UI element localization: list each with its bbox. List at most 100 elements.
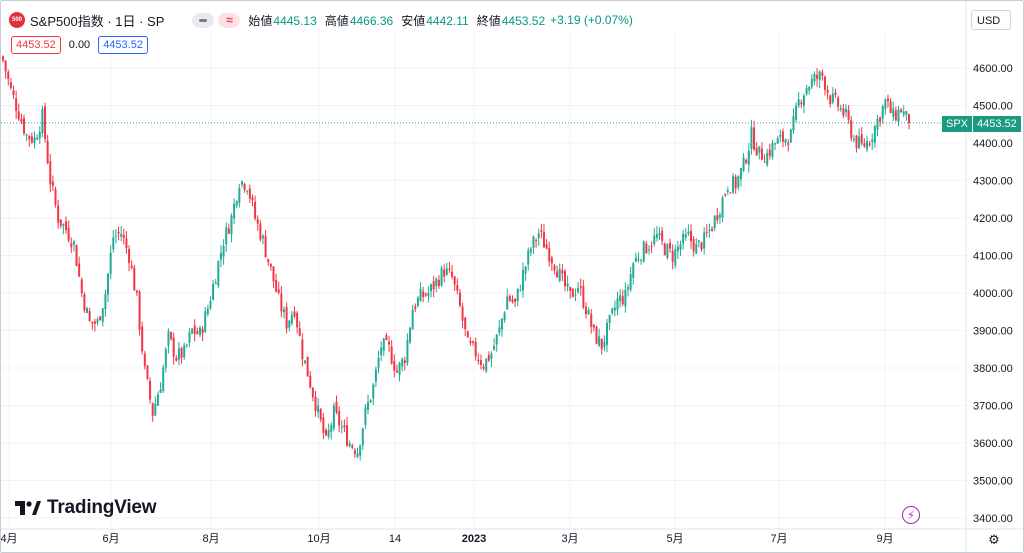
candle-body: [729, 192, 732, 194]
candle-body: [789, 129, 792, 143]
candle-body: [908, 114, 910, 123]
candle-body: [290, 315, 293, 324]
candle-body: [537, 233, 540, 239]
low-value: 4442.11: [426, 13, 469, 28]
y-tick-label: 4600.00: [973, 63, 1013, 75]
candle-body: [487, 355, 490, 361]
candle-body: [666, 244, 669, 258]
candle-body: [592, 324, 595, 328]
candle-body: [256, 219, 259, 224]
candle-body: [311, 387, 314, 398]
candle-body: [314, 396, 317, 411]
candle-body: [306, 356, 309, 377]
candle-body: [852, 138, 855, 140]
candle-body: [359, 445, 362, 456]
y-tick-label: 4300.00: [973, 176, 1013, 188]
price-change: +3.19 (+0.07%): [550, 13, 633, 27]
candle-body: [871, 139, 874, 142]
candle-body: [844, 108, 847, 113]
wave-icon[interactable]: ≈: [218, 12, 241, 28]
low-label: 安値: [401, 13, 426, 28]
sell-price-button[interactable]: 4453.52: [11, 36, 61, 54]
candle-body: [193, 325, 196, 334]
candle-body: [188, 332, 191, 343]
candle-body: [227, 228, 230, 234]
candle-body: [469, 341, 472, 344]
candle-body: [900, 109, 903, 113]
ohlc-low: 安値4442.11: [401, 12, 469, 29]
candle-body: [734, 176, 737, 189]
candle-body: [374, 369, 377, 382]
tradingview-logo[interactable]: TradingView: [15, 497, 157, 519]
candle-body: [435, 278, 438, 287]
candle-body: [401, 358, 404, 367]
candle-body: [831, 93, 834, 103]
candle-body: [603, 341, 606, 347]
candle-body: [343, 425, 346, 428]
candle-body: [369, 399, 372, 403]
candle-body: [28, 135, 31, 140]
candle-body: [700, 242, 703, 250]
candle-body: [514, 298, 517, 302]
candle-body: [219, 252, 222, 260]
candle-body: [296, 313, 299, 328]
candle-body: [248, 188, 251, 199]
candle-body: [167, 331, 170, 346]
candle-body: [687, 231, 690, 234]
candle-body: [527, 250, 530, 265]
x-tick-label: 2023: [462, 533, 486, 545]
candle-body: [104, 294, 107, 310]
currency-select[interactable]: USD: [971, 10, 1011, 30]
candle-body: [776, 138, 779, 144]
flash-icon[interactable]: ⚡: [902, 506, 920, 524]
y-tick-label: 3900.00: [973, 326, 1013, 338]
sp500-logo-badge: 500: [9, 12, 25, 28]
chart-grid: [1, 31, 966, 529]
high-label: 高値: [324, 13, 349, 28]
candle-body: [285, 307, 288, 329]
candle-body: [78, 263, 81, 277]
candle-body: [774, 143, 777, 145]
candle-body: [663, 243, 666, 256]
candle-body: [403, 360, 406, 364]
x-tick-label: 9月: [876, 533, 893, 545]
candle-body: [750, 127, 753, 149]
candle-body: [721, 197, 724, 218]
candle-body: [395, 370, 398, 373]
candle-body: [80, 279, 83, 294]
candle-body: [724, 194, 727, 196]
candle-body: [243, 183, 246, 191]
minimize-icon[interactable]: [192, 12, 215, 28]
candle-body: [477, 359, 480, 361]
candle-body: [86, 308, 89, 314]
candle-body: [753, 127, 756, 150]
candle-body: [506, 296, 509, 310]
candle-body: [46, 141, 49, 164]
candle-body: [41, 109, 44, 134]
buy-price-button[interactable]: 4453.52: [98, 36, 148, 54]
candle-body: [658, 232, 661, 236]
candle-body: [122, 234, 125, 238]
candle-body: [627, 287, 630, 290]
candle-body: [608, 314, 611, 323]
candle-body: [57, 205, 60, 223]
y-tick-label: 4500.00: [973, 101, 1013, 113]
candle-body: [388, 341, 391, 345]
candle-body: [44, 106, 47, 140]
candle-body: [235, 201, 238, 206]
candle-body: [238, 187, 241, 204]
time-axis: 4月 6月 8月 10月 14 2023 3月 5月 7月 9月: [1, 528, 1023, 545]
candle-body: [138, 291, 141, 330]
x-tick-label: 7月: [770, 533, 787, 545]
settings-gear-icon[interactable]: ⚙: [988, 532, 1000, 547]
candle-body: [225, 227, 228, 245]
candle-body: [511, 299, 514, 303]
candle-body: [259, 223, 262, 240]
candle-body: [485, 358, 488, 372]
symbol-title[interactable]: S&P500指数 · 1日 · SP: [30, 13, 165, 29]
candle-body: [648, 249, 651, 251]
candle-body: [272, 266, 275, 282]
candle-body: [800, 102, 803, 105]
candle-body: [411, 309, 414, 330]
